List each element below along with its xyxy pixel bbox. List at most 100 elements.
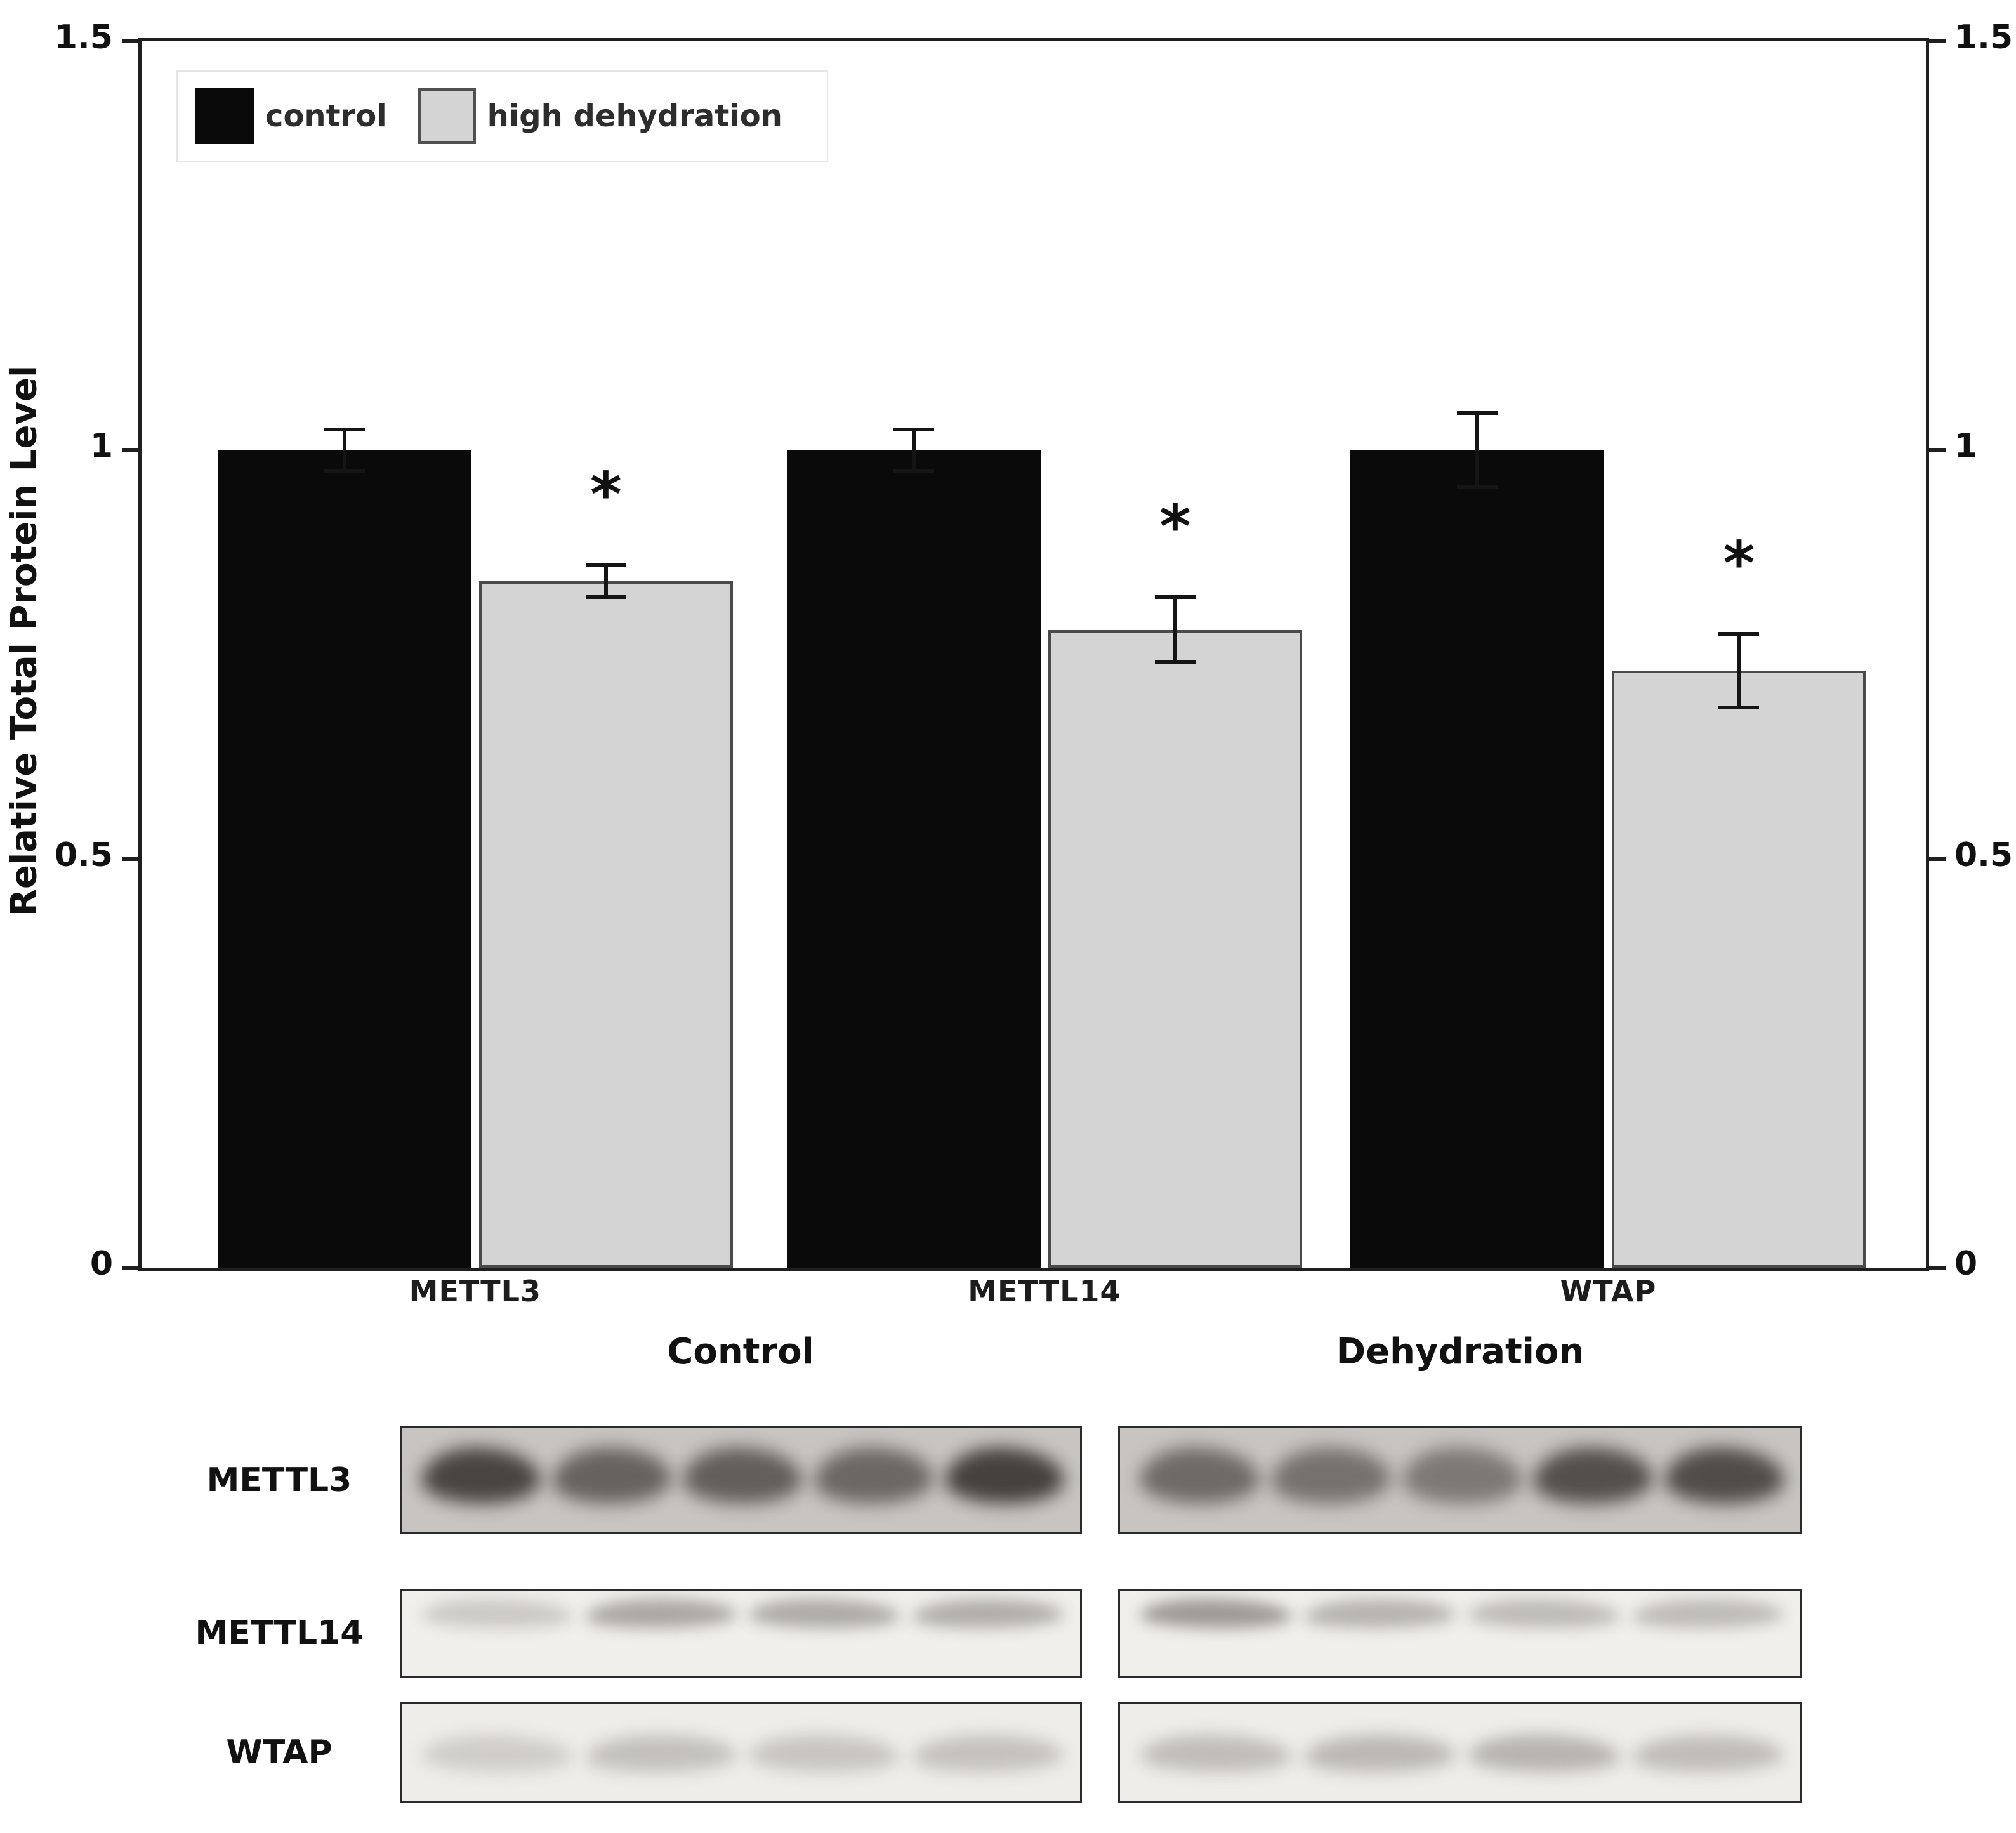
error-bar-control-WTAP: [1475, 413, 1480, 487]
error-cap-top-METTL3-1: [585, 562, 626, 567]
protein-band: [1468, 1598, 1620, 1629]
significance-star-METTL3: *: [590, 459, 622, 530]
blot-panel-METTL3-Dehydration: [1118, 1426, 1802, 1534]
significance-star-WTAP: *: [1723, 529, 1755, 600]
y-tick-mark-left-0: [122, 1266, 138, 1270]
protein-band: [1304, 1598, 1456, 1629]
blot-panel-METTL3-Control: [400, 1426, 1082, 1534]
x-axis-label-WTAP: WTAP: [1560, 1274, 1657, 1308]
blot-lane: [942, 1428, 1067, 1532]
protein-band: [912, 1598, 1064, 1629]
protein-band: [749, 1598, 900, 1629]
error-bar-high-dehydration-METTL3: [603, 564, 608, 598]
blot-lane: [1301, 1704, 1459, 1801]
significance-star-METTL14: *: [1159, 492, 1191, 563]
y-tick-label-left-1: 1: [89, 427, 113, 466]
blot-lane: [1137, 1428, 1262, 1532]
blot-lane: [1137, 1704, 1295, 1801]
error-bar-control-METTL14: [911, 430, 916, 471]
blot-column-header-dehydration: Dehydration: [1336, 1331, 1584, 1372]
blot-lane: [909, 1591, 1067, 1676]
protein-band: [1139, 1446, 1260, 1504]
protein-band: [421, 1446, 541, 1504]
blot-lane: [746, 1704, 904, 1801]
blot-lane: [680, 1428, 805, 1532]
error-cap-bottom-WTAP-0: [1457, 485, 1498, 489]
blot-lane: [419, 1704, 576, 1801]
blot-lane: [550, 1428, 674, 1532]
legend-swatch-control: [195, 88, 254, 144]
protein-band: [1532, 1446, 1654, 1504]
blot-lane: [419, 1591, 576, 1676]
protein-band: [682, 1446, 803, 1504]
bar-control-METTL14: [786, 450, 1041, 1268]
y-tick-mark-right-1.5: [1929, 39, 1946, 43]
bar-control-WTAP: [1350, 450, 1605, 1268]
blot-lane: [1301, 1591, 1459, 1676]
error-cap-bottom-WTAP-1: [1718, 706, 1760, 710]
blot-lane: [1137, 1591, 1295, 1676]
x-axis-label-METTL3: METTL3: [409, 1274, 541, 1308]
blot-row-label-METTL14: METTL14: [195, 1614, 364, 1652]
y-tick-label-right-0: 0: [1954, 1245, 1978, 1283]
blot-lane: [1465, 1591, 1623, 1676]
y-tick-label-right-1.5: 1.5: [1954, 18, 2013, 56]
protein-band: [421, 1733, 574, 1773]
error-cap-top-METTL14-0: [893, 428, 934, 432]
protein-band: [551, 1446, 673, 1504]
blot-lane: [1662, 1428, 1787, 1532]
error-cap-top-WTAP-1: [1718, 632, 1760, 636]
blot-lane: [812, 1428, 936, 1532]
y-tick-label-right-1: 1: [1954, 427, 1978, 466]
y-tick-mark-right-1: [1929, 448, 1946, 452]
blot-row-METTL14: METTL14: [0, 1589, 2016, 1678]
y-tick-mark-left-1.5: [122, 39, 138, 43]
error-bar-high-dehydration-METTL14: [1173, 597, 1177, 663]
blot-row-label-WTAP: WTAP: [226, 1733, 333, 1771]
y-tick-label-left-0.5: 0.5: [54, 836, 113, 874]
blot-lane: [1531, 1428, 1656, 1532]
blot-lane: [1465, 1704, 1623, 1801]
bar-high-dehydration-METTL14: [1048, 629, 1302, 1268]
error-cap-bottom-METTL3-1: [585, 595, 626, 600]
y-tick-mark-right-0.5: [1929, 857, 1946, 861]
protein-band: [585, 1598, 737, 1629]
protein-band: [944, 1446, 1065, 1504]
error-cap-top-METTL14-1: [1154, 595, 1196, 600]
blot-lane: [583, 1704, 740, 1801]
bar-high-dehydration-WTAP: [1612, 671, 1866, 1268]
bar-control-METTL3: [217, 450, 471, 1268]
x-axis-label-METTL14: METTL14: [968, 1274, 1121, 1308]
blot-panel-METTL14-Control: [400, 1589, 1082, 1678]
blot-column-header-control: Control: [667, 1331, 814, 1372]
error-cap-top-METTL3-0: [324, 428, 365, 432]
blot-lane: [1268, 1428, 1393, 1532]
error-cap-bottom-METTL14-0: [893, 468, 934, 473]
protein-band: [1270, 1446, 1392, 1504]
error-cap-bottom-METTL14-1: [1154, 660, 1196, 665]
blot-lane: [909, 1704, 1067, 1801]
y-tick-label-right-0.5: 0.5: [1954, 836, 2013, 874]
protein-band: [1632, 1733, 1784, 1773]
protein-band: [912, 1733, 1064, 1773]
protein-band: [1632, 1598, 1784, 1629]
legend-label-control: control: [265, 98, 387, 134]
error-cap-bottom-METTL3-0: [324, 468, 365, 473]
blot-lane: [1630, 1704, 1788, 1801]
blot-lane: [419, 1428, 543, 1532]
blot-lane: [1630, 1591, 1788, 1676]
plot-area: control high dehydration 0 0 0.5 0.5 1 1 1.5 1.…: [55, 18, 2013, 1308]
protein-band: [1401, 1446, 1523, 1504]
legend-swatch-high-dehydration: [417, 88, 476, 144]
blot-lane: [746, 1591, 904, 1676]
protein-band: [1304, 1733, 1456, 1773]
y-tick-label-left-0: 0: [89, 1245, 113, 1283]
blot-row-WTAP: WTAP: [0, 1702, 2016, 1803]
y-tick-mark-right-0: [1929, 1266, 1946, 1270]
y-tick-mark-left-0.5: [122, 857, 138, 861]
blot-panel-WTAP-Dehydration: [1118, 1702, 1802, 1803]
error-cap-top-WTAP-0: [1457, 411, 1498, 416]
bar-high-dehydration-METTL3: [478, 581, 733, 1268]
blot-row-METTL3: METTL3: [0, 1426, 2016, 1534]
